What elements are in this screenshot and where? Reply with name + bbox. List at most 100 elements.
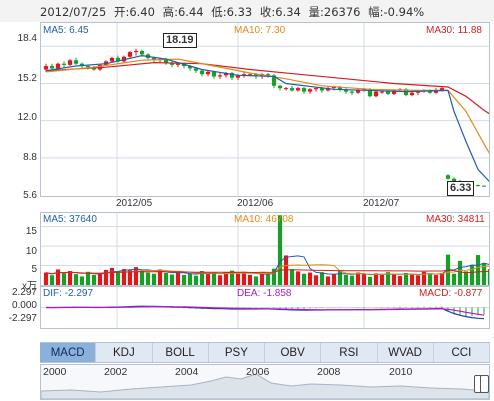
candle-body (325, 88, 331, 91)
quote-header-bar: 2012/07/25 开:6.40 高:6.44 低:6.33 收:6.34 量… (0, 0, 494, 22)
volume-bar (487, 269, 489, 285)
quote-date: 2012/07/25 (40, 5, 107, 19)
candle-body (187, 66, 193, 69)
volume-bar (385, 272, 391, 285)
candle-body (433, 90, 439, 93)
volume-bar (79, 276, 85, 285)
volume-bar (241, 271, 247, 285)
candle-body (409, 92, 415, 96)
candle-body (163, 59, 169, 63)
volume-bar (199, 271, 205, 285)
candle-body (313, 88, 319, 90)
candle-body (61, 63, 67, 65)
tab-rsi[interactable]: RSI (321, 343, 378, 362)
volume-bar (349, 275, 355, 285)
volume-bar (193, 275, 199, 285)
price-y-tick: 18.4 (17, 33, 37, 44)
candle-body (415, 91, 421, 93)
volume-bar (475, 255, 481, 285)
volume-ma30-line (45, 269, 489, 275)
volume-bar (343, 274, 349, 285)
volume-bar (415, 275, 421, 285)
date-x-tick: 2012/05 (116, 198, 153, 209)
volume-bar (49, 275, 55, 285)
dea-line (46, 306, 485, 316)
candle-body (235, 75, 241, 78)
price-chart-svg[interactable] (41, 23, 489, 196)
timeline-year: 2010 (389, 366, 413, 378)
candle-body (115, 57, 121, 62)
volume-bar (43, 272, 49, 285)
volume-bar (103, 269, 109, 285)
candle-body (277, 85, 283, 89)
volume-bar (163, 272, 169, 285)
candle-body (247, 74, 253, 76)
candle-body (481, 185, 487, 187)
volume-bar (157, 269, 163, 285)
tab-cci[interactable]: CCI (434, 343, 490, 362)
volume-bar (133, 267, 139, 285)
volume-bar (469, 264, 475, 285)
candle-body (67, 60, 73, 65)
price-ma5-legend: MA5: 6.45 (43, 25, 89, 36)
candle-body (223, 73, 229, 76)
tab-psy[interactable]: PSY (209, 343, 265, 362)
volume-bar (337, 271, 343, 285)
candle-body (295, 88, 301, 91)
volume-bar (265, 274, 271, 285)
price-chart-panel[interactable]: MA5: 6.45 MA10: 7.30 MA30: 11.88 18.19 6… (40, 22, 490, 197)
tab-kdj[interactable]: KDJ (96, 343, 153, 362)
volume-bar (457, 260, 463, 285)
timeline-range-handle-right[interactable] (480, 375, 489, 393)
volume-bar (481, 263, 487, 285)
candle-body (193, 68, 199, 71)
volume-bar (247, 274, 253, 285)
timeline-navigator[interactable]: 2000 2002 2004 2006 2008 2010 (40, 364, 490, 400)
volume-bar (55, 269, 61, 285)
ma5-line (45, 54, 489, 183)
dif-line (45, 305, 485, 320)
tab-obv[interactable]: OBV (265, 343, 322, 362)
candle-body (373, 91, 379, 97)
timeline-year: 2000 (43, 366, 67, 378)
price-y-tick: 8.8 (23, 152, 37, 163)
macd-chart-panel[interactable]: DIF: -2.297 DEA: -1.858 MACD: -0.877 (40, 286, 490, 329)
volume-ma10-legend: MA10: 46708 (234, 214, 294, 225)
candle-body (133, 50, 139, 53)
date-x-tick: 2012/06 (237, 198, 274, 209)
tab-wvad[interactable]: WVAD (378, 343, 434, 362)
volume-bar (67, 271, 73, 285)
volume-bar (181, 274, 187, 285)
volume-bar (235, 273, 241, 285)
volume-chart-svg[interactable] (41, 213, 489, 285)
macd-y-tick: 0.000 (11, 300, 37, 311)
macd-value-legend: MACD: -0.877 (419, 288, 483, 299)
candle-body (55, 63, 61, 69)
candle-body (427, 90, 433, 93)
volume-bar (379, 274, 385, 285)
volume-bar (85, 271, 91, 285)
candle-body (289, 88, 295, 91)
volume-bar (109, 267, 115, 285)
volume-bar (151, 273, 157, 285)
macd-chart-svg[interactable] (41, 287, 489, 328)
volume-bar (319, 272, 325, 285)
volume-chart-panel[interactable]: MA5: 37640 MA10: 46708 MA30: 34811 (40, 212, 490, 286)
macd-dea-legend: DEA: -1.858 (237, 288, 292, 299)
volume-bar (463, 271, 469, 285)
candle-body (49, 66, 55, 69)
price-ma10-legend: MA10: 7.30 (234, 25, 286, 36)
candle-body (349, 91, 355, 93)
tab-macd[interactable]: MACD (40, 343, 97, 362)
volume-bar (211, 272, 217, 285)
tab-boll[interactable]: BOLL (153, 343, 209, 362)
timeline-year: 2006 (246, 366, 270, 378)
candle-body (175, 63, 181, 65)
macd-dif-legend: DIF: -2.297 (43, 288, 94, 299)
volume-bar (307, 272, 313, 285)
ma10-line (45, 58, 489, 154)
volume-bar (271, 268, 277, 285)
date-x-tick: 2012/07 (363, 198, 400, 209)
volume-bar (145, 272, 151, 285)
volume-bar (115, 271, 121, 285)
